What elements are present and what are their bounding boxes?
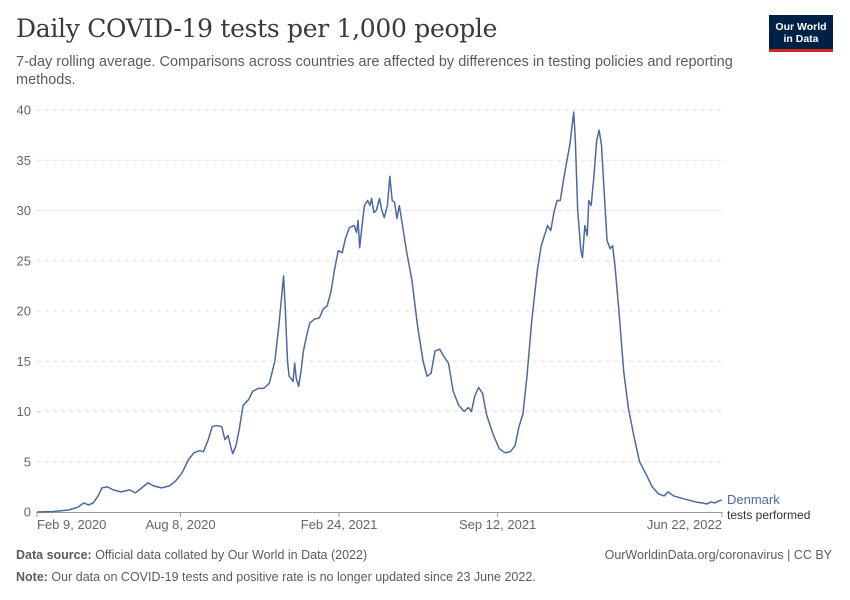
y-tick-label: 30 bbox=[17, 203, 31, 218]
footer-note-row: Note: Our data on COVID-19 tests and pos… bbox=[16, 570, 832, 584]
y-axis-ticks: 0 5 10 15 20 25 30 35 40 bbox=[17, 103, 31, 520]
y-tick-label: 15 bbox=[17, 354, 31, 369]
x-tick-label: Sep 12, 2021 bbox=[459, 517, 536, 532]
y-tick-label: 35 bbox=[17, 153, 31, 168]
x-tick-label: Feb 9, 2020 bbox=[37, 517, 106, 532]
y-tick-label: 20 bbox=[17, 304, 31, 319]
chart-subtitle: 7-day rolling average. Comparisons acros… bbox=[16, 54, 733, 88]
series-group bbox=[36, 111, 723, 513]
source-label: Data source: bbox=[16, 548, 92, 562]
logo-line-2: in Data bbox=[783, 33, 819, 45]
logo-line-1: Our World bbox=[775, 21, 827, 33]
note-text: Our data on COVID-19 tests and positive … bbox=[47, 570, 536, 584]
series-sublabel: tests performed bbox=[727, 508, 810, 522]
gridlines bbox=[37, 109, 722, 463]
source-text: Official data collated by Our World in D… bbox=[91, 548, 368, 562]
y-tick-label: 25 bbox=[17, 253, 31, 268]
y-tick-label: 0 bbox=[24, 505, 31, 520]
chart-title: Daily COVID-19 tests per 1,000 people bbox=[16, 14, 498, 43]
source-url-link[interactable]: OurWorldinData.org/coronavirus | CC BY bbox=[604, 548, 832, 562]
x-tick-label: Jun 22, 2022 bbox=[647, 517, 722, 532]
owid-logo[interactable]: Our World in Data bbox=[769, 15, 833, 52]
note-label: Note: bbox=[16, 570, 48, 584]
series-line-denmark bbox=[36, 111, 723, 513]
series-label-denmark: Denmark bbox=[727, 492, 780, 507]
footer-source-row: Data source: Official data collated by O… bbox=[16, 548, 832, 562]
x-tick-label: Feb 24, 2021 bbox=[301, 517, 378, 532]
y-tick-label: 10 bbox=[17, 404, 31, 419]
y-tick-label: 5 bbox=[24, 454, 31, 469]
y-tick-label: 40 bbox=[17, 103, 31, 118]
x-tick-label: Aug 8, 2020 bbox=[145, 517, 215, 532]
x-axis: Feb 9, 2020 Aug 8, 2020 Feb 24, 2021 Sep 12… bbox=[36, 512, 723, 532]
